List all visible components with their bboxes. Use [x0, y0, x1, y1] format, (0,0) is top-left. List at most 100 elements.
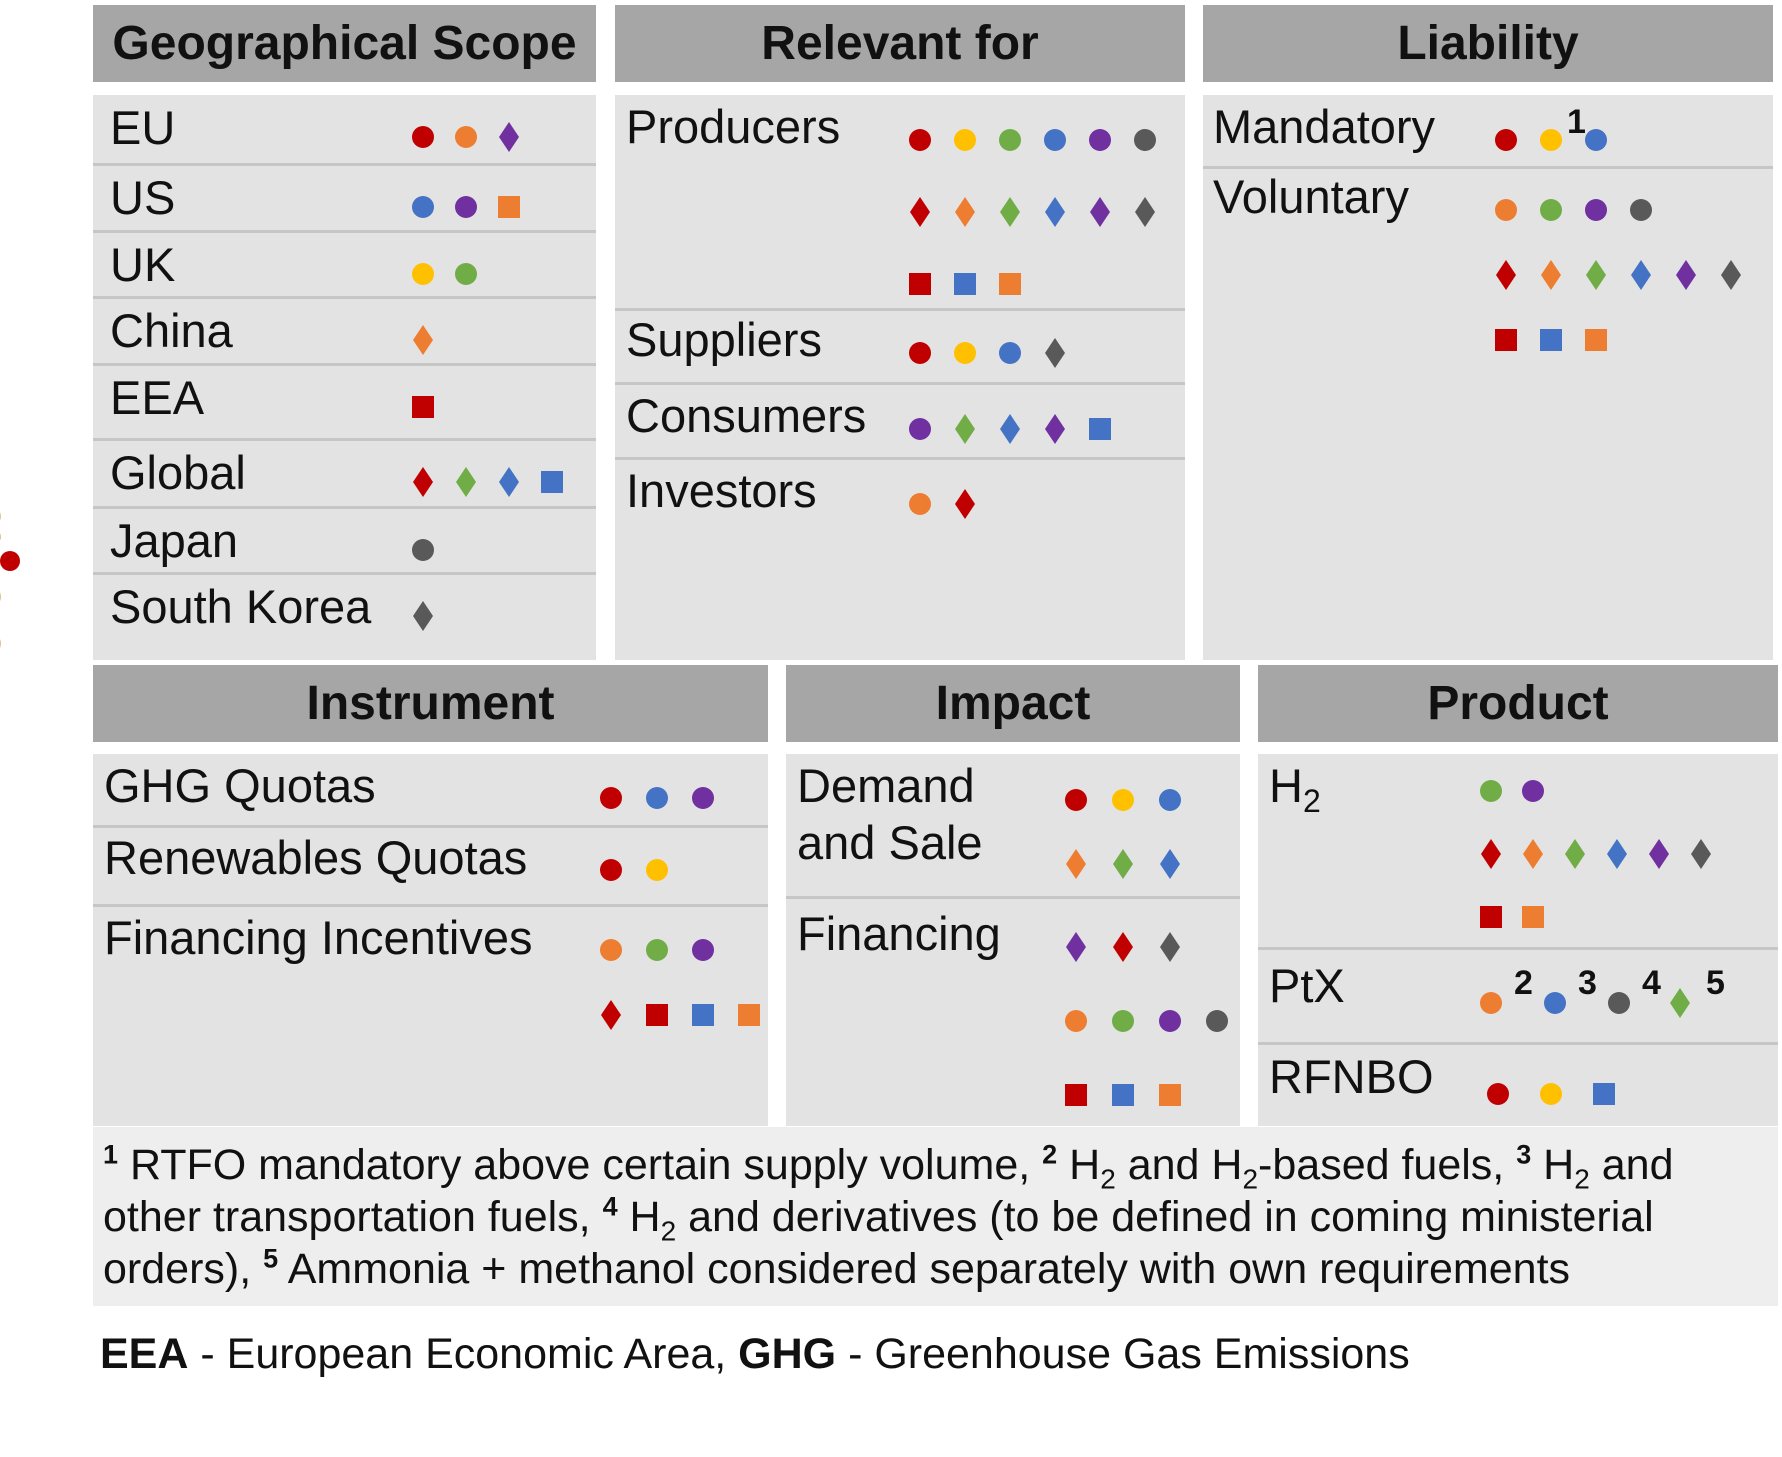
circle-green-icon: [646, 939, 668, 961]
circle-yellow-icon: [412, 263, 434, 285]
geo-label-japan: Japan: [110, 514, 239, 567]
circle-red-icon: [909, 342, 931, 364]
diamond-gray-icon: [1045, 338, 1065, 368]
diamond-gray-icon: [1135, 197, 1155, 227]
circle-blue-icon: [1159, 789, 1181, 811]
circle-blue-icon: [1544, 992, 1566, 1014]
circle-red-icon: [600, 787, 622, 809]
circle-yellow-icon: [1112, 789, 1134, 811]
diamond-orange-icon: [955, 197, 975, 227]
circle-purple-icon: [692, 787, 714, 809]
diamond-green-icon: [1565, 839, 1585, 869]
circle-purple-icon: [909, 418, 931, 440]
square-blue-icon: [1593, 1083, 1615, 1105]
liability-label-voluntary: Voluntary: [1213, 170, 1409, 223]
relevant-label-investors: Investors: [626, 464, 817, 517]
circle-gray-icon: [1206, 1010, 1228, 1032]
row-divider: [93, 904, 768, 907]
square-red-icon: [412, 396, 434, 418]
square-blue-icon: [1089, 418, 1111, 440]
diamond-red-icon: [955, 489, 975, 519]
row-divider: [615, 308, 1185, 311]
relevant-panel: Producers Suppliers Consumers Investors: [615, 95, 1185, 660]
diamond-red-icon: [1496, 260, 1516, 290]
impact-label-financing: Financing: [797, 907, 1001, 960]
diamond-red-icon: [601, 1000, 621, 1030]
circle-green-icon: [1112, 1010, 1134, 1032]
diamond-red-icon: [910, 197, 930, 227]
footnote-line-3: orders), 5 Ammonia + methanol considered…: [103, 1243, 1571, 1293]
circle-purple-icon: [692, 939, 714, 961]
circle-yellow-icon: [646, 859, 668, 881]
instrument-panel: GHG Quotas Renewables Quotas Financing Inc…: [93, 754, 768, 1126]
row-divider: [1258, 947, 1778, 950]
product-label-ptx: PtX: [1269, 959, 1345, 1012]
row-divider: [615, 382, 1185, 385]
footnote-marker: 2: [1514, 964, 1533, 1002]
diamond-blue-icon: [499, 467, 519, 497]
footnote-marker: 4: [1642, 964, 1661, 1002]
circle-yellow-icon: [954, 129, 976, 151]
diamond-orange-icon: [413, 325, 433, 355]
geo-panel: EU US UK China EEA Global Japan South Korea: [93, 95, 596, 660]
impact-panel: Demand and Sale Financing: [786, 754, 1240, 1126]
circle-orange-icon: [455, 126, 477, 148]
product-label-rfnbo: RFNBO: [1269, 1050, 1434, 1103]
row-divider: [93, 825, 768, 828]
row-divider: [615, 457, 1185, 460]
circle-blue-icon: [646, 787, 668, 809]
diamond-gray-icon: [1160, 932, 1180, 962]
circle-red-icon: [1487, 1083, 1509, 1105]
header-product: Product: [1258, 665, 1778, 742]
row-divider: [93, 572, 596, 575]
row-divider: [786, 896, 1240, 899]
row-divider: [93, 296, 596, 299]
diamond-blue-icon: [1160, 849, 1180, 879]
square-red-icon: [646, 1004, 668, 1026]
circle-purple-icon: [455, 196, 477, 218]
geo-label-us: US: [110, 171, 176, 224]
circle-blue-icon: [412, 196, 434, 218]
circle-red-icon: [412, 126, 434, 148]
geo-label-china: China: [110, 304, 233, 357]
square-orange-icon: [498, 196, 520, 218]
circle-green-icon: [455, 263, 477, 285]
side-label: Refer to: [0, 500, 12, 700]
square-blue-icon: [541, 471, 563, 493]
diamond-red-icon: [1481, 839, 1501, 869]
row-divider: [93, 506, 596, 509]
circle-blue-icon: [1044, 129, 1066, 151]
diamond-orange-icon: [1066, 849, 1086, 879]
geo-label-eu: EU: [110, 101, 176, 154]
row-divider: [1258, 1042, 1778, 1045]
circle-purple-icon: [1585, 199, 1607, 221]
diamond-red-icon: [1113, 932, 1133, 962]
circle-orange-icon: [600, 939, 622, 961]
impact-label-and-sale: and Sale: [797, 816, 983, 869]
circle-red-icon: [909, 129, 931, 151]
circle-orange-icon: [1480, 992, 1502, 1014]
circle-green-icon: [999, 129, 1021, 151]
geo-label-eea: EEA: [110, 371, 205, 424]
footnote-line-2: other transportation fuels, 4 H2 and der…: [103, 1191, 1654, 1247]
circle-gray-icon: [1630, 199, 1652, 221]
square-red-icon: [1065, 1084, 1087, 1106]
geo-label-south-korea: South Korea: [110, 580, 372, 633]
diamond-purple-icon: [1676, 260, 1696, 290]
circle-purple-icon: [1522, 780, 1544, 802]
diamond-blue-icon: [1607, 839, 1627, 869]
row-divider: [93, 363, 596, 366]
circle-yellow-icon: [1540, 1083, 1562, 1105]
instrument-label-financing-incentives: Financing Incentives: [104, 911, 533, 964]
header-relevant-for: Relevant for: [615, 5, 1185, 82]
circle-purple-icon: [1089, 129, 1111, 151]
square-red-icon: [1495, 329, 1517, 351]
diamond-blue-icon: [1000, 414, 1020, 444]
footnote-marker: 1: [1567, 103, 1586, 141]
row-divider: [93, 438, 596, 441]
diamond-gray-icon: [413, 601, 433, 631]
footnote-line-1: 1 RTFO mandatory above certain supply vo…: [103, 1139, 1674, 1195]
diamond-green-icon: [456, 467, 476, 497]
square-orange-icon: [1522, 906, 1544, 928]
diamond-purple-icon: [499, 122, 519, 152]
